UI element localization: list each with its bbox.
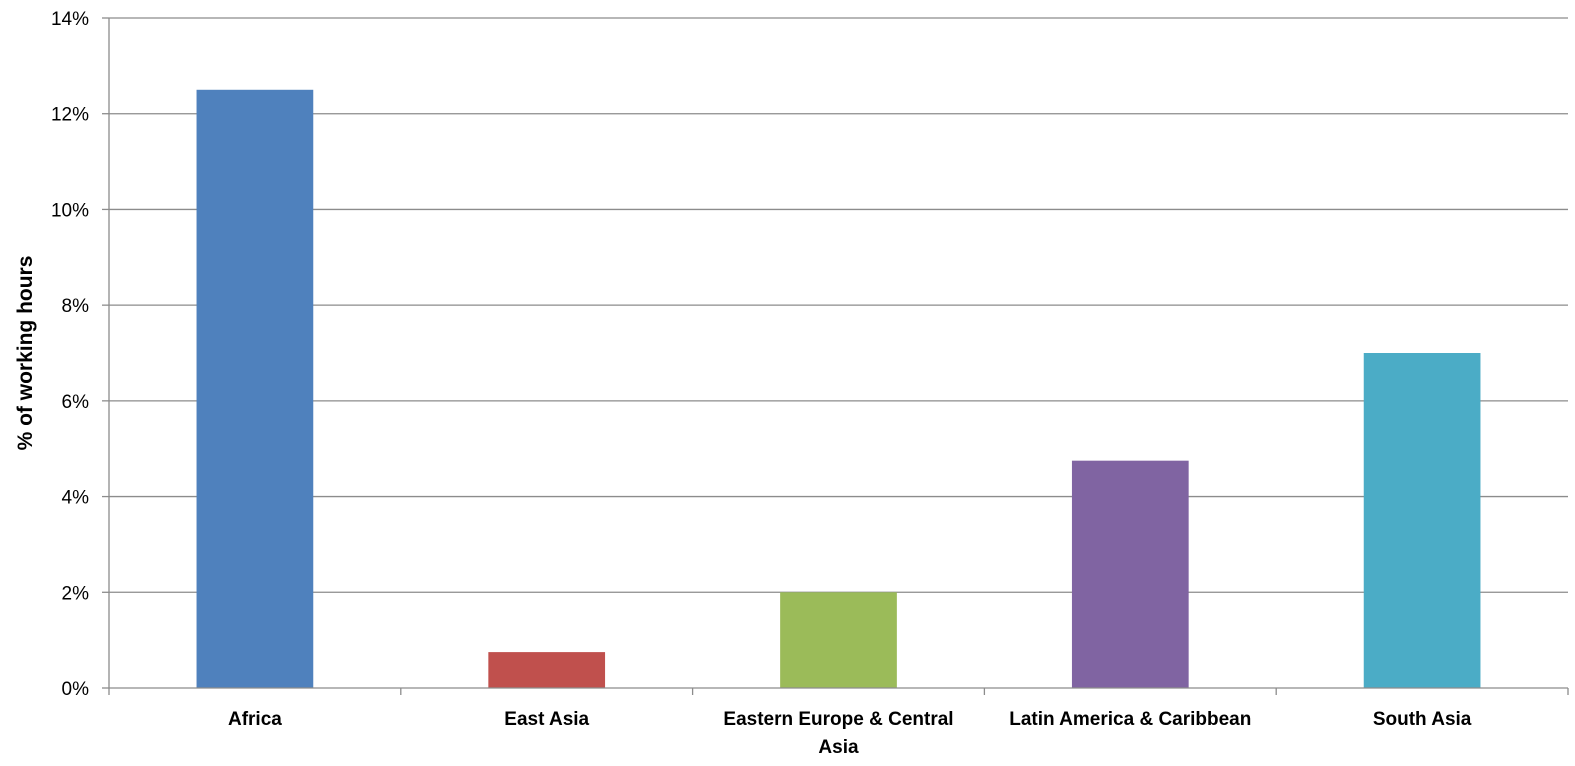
y-tick-label: 12% bbox=[51, 105, 89, 126]
bar bbox=[780, 592, 897, 688]
gridlines bbox=[109, 17, 1568, 593]
x-tick-label: Eastern Europe & Central bbox=[723, 709, 953, 730]
x-tick-label: South Asia bbox=[1373, 709, 1472, 730]
y-tick-label: 8% bbox=[62, 296, 90, 317]
y-tick-label: 10% bbox=[51, 200, 89, 221]
x-tick-label: Africa bbox=[228, 709, 282, 730]
y-tick-label: 2% bbox=[62, 583, 90, 604]
bar bbox=[1071, 460, 1189, 688]
axes bbox=[102, 17, 1569, 695]
y-tick-label: 14% bbox=[51, 9, 89, 30]
bar bbox=[488, 652, 606, 688]
bar bbox=[196, 89, 314, 689]
y-tick-label: 4% bbox=[62, 488, 90, 509]
bars bbox=[196, 89, 1481, 689]
x-tick-labels: Africa East Asia Eastern Europe & Central A… bbox=[228, 709, 1472, 758]
x-tick-label: East Asia bbox=[504, 709, 589, 730]
y-tick-label: 0% bbox=[62, 679, 90, 700]
y-tick-labels: 0% 2% 4% 6% 8% 10% 12% 14% bbox=[51, 9, 89, 700]
y-tick-label: 6% bbox=[62, 392, 90, 413]
y-axis-label: % of working hours bbox=[14, 256, 37, 451]
x-tick-label: Latin America & Caribbean bbox=[1009, 709, 1251, 730]
x-tick-label: Asia bbox=[818, 737, 859, 758]
bar bbox=[1363, 353, 1481, 688]
